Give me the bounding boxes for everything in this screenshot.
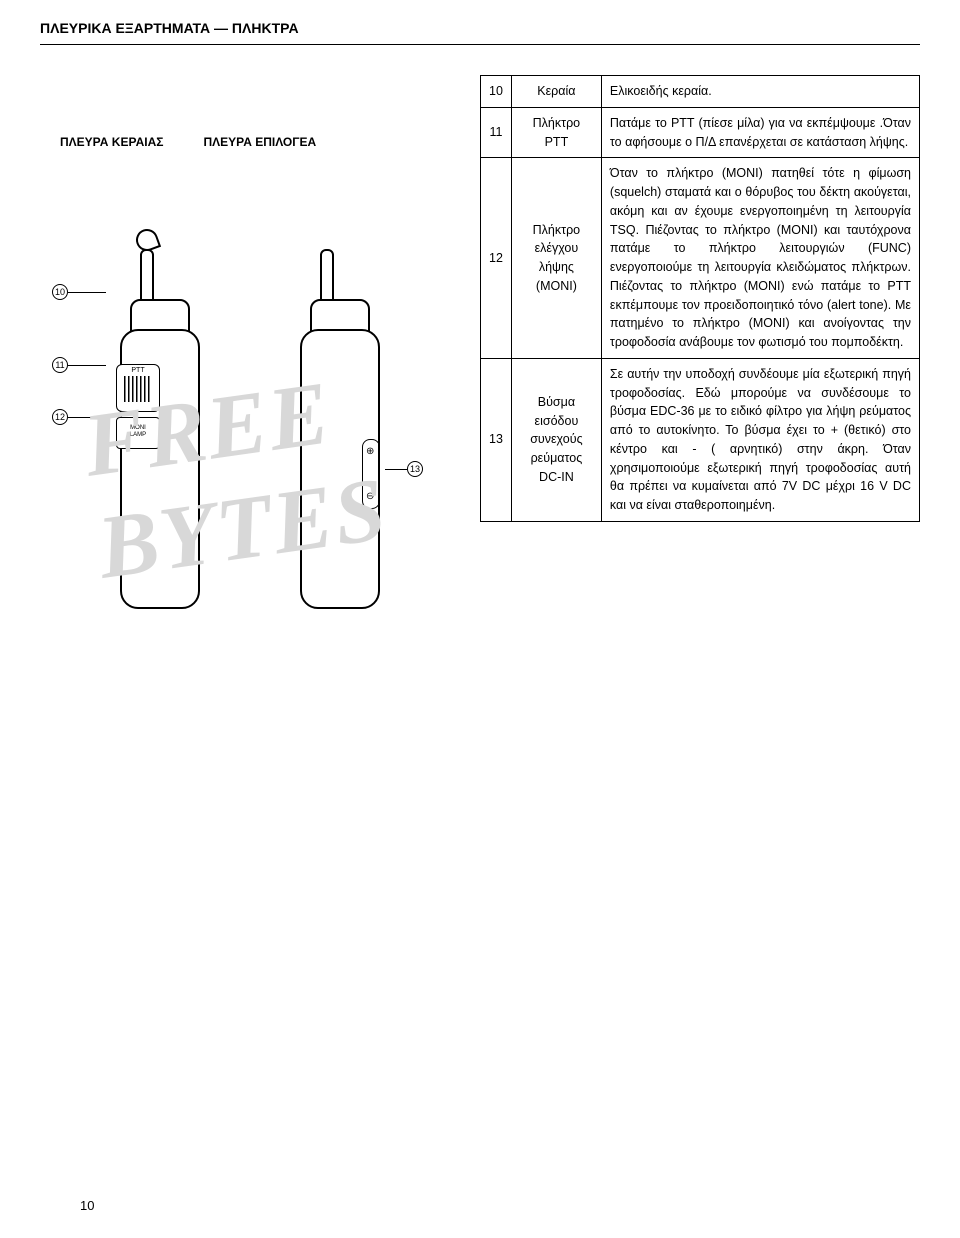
row-name: Βύσμα εισόδου συνεχούς ρεύματος DC-IN xyxy=(511,358,601,521)
diagram-area: FREE BYTES PTT MONI LAMP xyxy=(40,169,460,689)
row-num: 13 xyxy=(481,358,512,521)
table-row: 10 Κεραία Ελικοειδής κεραία. xyxy=(481,76,920,108)
description-table: 10 Κεραία Ελικοειδής κεραία. 11 Πλήκτρο … xyxy=(480,75,920,522)
table-row: 12 Πλήκτρο ελέγχου λήψης (MONI) Όταν το … xyxy=(481,158,920,359)
label-selector-side: ΠΛΕΥΡΑ ΕΠΙΛΟΓΕΑ xyxy=(203,135,316,149)
row-num: 12 xyxy=(481,158,512,359)
row-desc: Ελικοειδής κεραία. xyxy=(601,76,919,108)
row-name: Πλήκτρο ελέγχου λήψης (MONI) xyxy=(511,158,601,359)
table-row: 11 Πλήκτρο PTT Πατάμε το PTT (πίεσε μίλα… xyxy=(481,107,920,158)
content-row: ΠΛΕΥΡΑ ΚΕΡΑΙΑΣ ΠΛΕΥΡΑ ΕΠΙΛΟΓΕΑ FREE BYTE… xyxy=(40,75,920,689)
callout-10: 10 xyxy=(52,284,106,300)
row-desc: Σε αυτήν την υποδοχή συνδέουμε μία εξωτε… xyxy=(601,358,919,521)
callout-11: 11 xyxy=(52,357,106,373)
diagram-column: ΠΛΕΥΡΑ ΚΕΡΑΙΑΣ ΠΛΕΥΡΑ ΕΠΙΛΟΓΕΑ FREE BYTE… xyxy=(40,75,460,689)
description-column: 10 Κεραία Ελικοειδής κεραία. 11 Πλήκτρο … xyxy=(480,75,920,689)
row-desc: Όταν το πλήκτρο (MONI) πατηθεί τότε η φί… xyxy=(601,158,919,359)
moni-button-graphic: MONI LAMP xyxy=(116,417,160,449)
label-antenna-side: ΠΛΕΥΡΑ ΚΕΡΑΙΑΣ xyxy=(60,135,163,149)
page-number: 10 xyxy=(80,1198,94,1213)
radio-antenna-side: PTT MONI LAMP xyxy=(110,239,210,619)
row-name: Κεραία xyxy=(511,76,601,108)
ptt-button-graphic: PTT xyxy=(116,364,160,412)
selector-slot-graphic xyxy=(362,439,380,509)
row-num: 10 xyxy=(481,76,512,108)
table-row: 13 Βύσμα εισόδου συνεχούς ρεύματος DC-IN… xyxy=(481,358,920,521)
row-desc: Πατάμε το PTT (πίεσε μίλα) για να εκπέμψ… xyxy=(601,107,919,158)
radio-selector-side xyxy=(290,239,390,619)
row-name: Πλήκτρο PTT xyxy=(511,107,601,158)
callout-12: 12 xyxy=(52,409,106,425)
page-header: ΠΛΕΥΡΙΚΑ ΕΞΑΡΤΗΜΑΤΑ — ΠΛΗΚΤΡΑ xyxy=(40,20,920,45)
callout-13: 13 xyxy=(385,461,423,477)
row-num: 11 xyxy=(481,107,512,158)
